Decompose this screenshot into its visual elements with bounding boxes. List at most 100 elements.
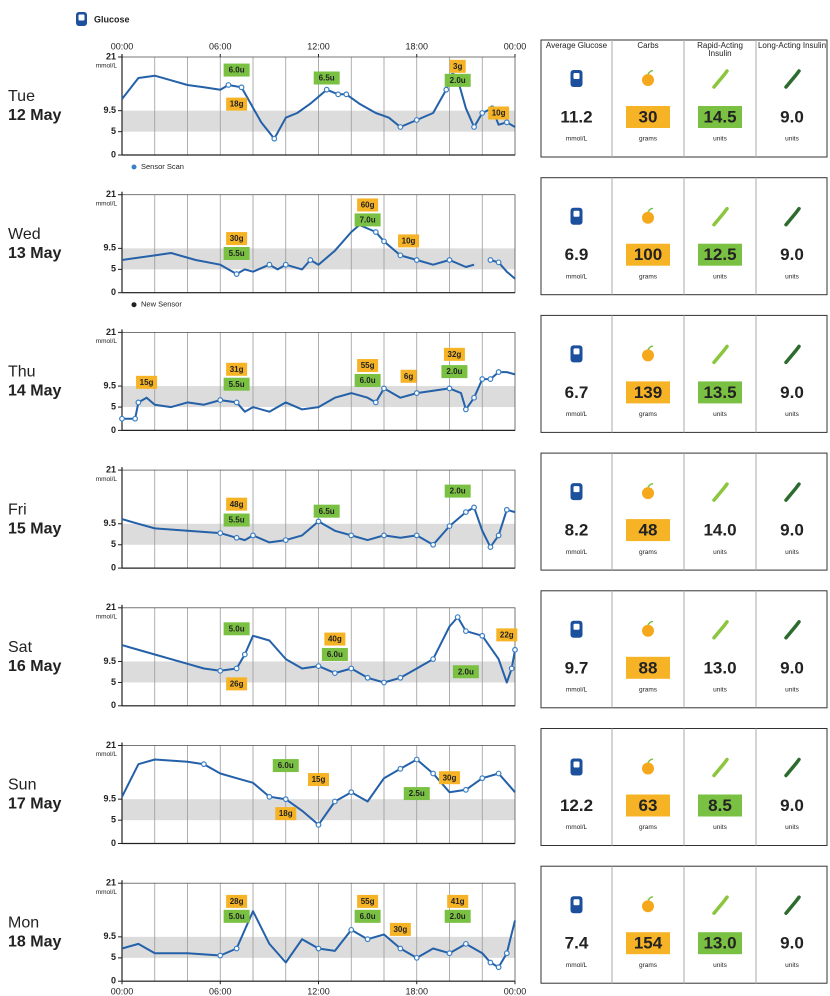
- sensor-scan: [266, 261, 273, 268]
- annotation-label: 32g: [448, 350, 462, 359]
- annotation-label: 6.0u: [327, 650, 343, 659]
- annotation-label: 2.0u: [458, 667, 474, 676]
- sensor-scan: [282, 796, 289, 803]
- annotation-box: [321, 647, 348, 661]
- annotation-box: [272, 759, 299, 773]
- y-tick-label: 5: [111, 539, 116, 549]
- summary-unit: mmol/L: [566, 136, 588, 143]
- sensor-scan: [430, 656, 437, 663]
- y-tick-label: 9.5: [103, 794, 116, 804]
- sensor-scan: [479, 110, 486, 116]
- summary-value: 13.5: [703, 383, 736, 402]
- summary-highlight: [698, 932, 742, 955]
- annotation-box: [226, 232, 248, 246]
- report-title: Glucose: [94, 14, 130, 24]
- summary-header: Long-Acting Insulin: [757, 41, 827, 50]
- annotation-label: 2.0u: [450, 487, 466, 496]
- annotation-box: [444, 484, 471, 498]
- summary-unit: grams: [639, 962, 658, 969]
- y-unit: mmol/L: [96, 200, 118, 207]
- annotation-box: [389, 922, 411, 936]
- sensor-scan: [397, 124, 404, 130]
- sensor-scan: [217, 397, 224, 403]
- summary-value: 9.0: [780, 521, 804, 540]
- summary-unit: units: [713, 687, 727, 694]
- sensor-scan: [397, 945, 404, 952]
- annotation-box: [313, 71, 340, 85]
- sensor-scan: [200, 761, 207, 768]
- annotation-label: 6.0u: [278, 761, 294, 770]
- sensor-scan: [503, 506, 510, 513]
- annotation-label: 5.5u: [229, 516, 245, 525]
- meter-screen: [573, 899, 580, 906]
- summary-unit: units: [785, 824, 799, 831]
- summary-value: 12.2: [560, 796, 593, 815]
- annotation-box: [313, 504, 340, 518]
- annotation-box: [223, 63, 250, 77]
- sensor-scan: [430, 541, 437, 548]
- meter-screen: [573, 210, 580, 217]
- annotation-label: 10g: [402, 237, 416, 246]
- summary-unit: units: [785, 687, 799, 694]
- summary-highlight: [626, 381, 670, 404]
- summary-value: 88: [639, 658, 658, 677]
- weekday: Mon: [8, 914, 39, 931]
- summary-unit: grams: [639, 273, 658, 280]
- sensor-scan: [250, 532, 256, 539]
- annotation-label: 2.5u: [409, 789, 425, 798]
- apple-icon: [642, 900, 654, 913]
- sensor-scan: [487, 959, 494, 966]
- summary-value: 6.7: [565, 383, 589, 402]
- sensor-scan: [348, 532, 355, 539]
- annotation-box: [223, 513, 250, 527]
- annotation-box: [354, 909, 381, 923]
- date: 12 May: [8, 107, 61, 124]
- summary-unit: mmol/L: [566, 549, 588, 556]
- summary-unit: units: [713, 411, 727, 418]
- sensor-scan: [471, 124, 477, 130]
- sensor-scan: [503, 119, 510, 126]
- sensor-scan: [512, 646, 518, 653]
- annotation-box: [449, 59, 466, 73]
- annotation-label: 3g: [453, 62, 462, 71]
- sensor-scan: [217, 530, 224, 536]
- y-tick-label: 21: [106, 878, 116, 888]
- meter-screen: [573, 761, 580, 768]
- summary-value: 9.0: [780, 934, 804, 953]
- sensor-scan: [413, 390, 420, 396]
- pen-icon: [712, 206, 729, 227]
- date: 16 May: [8, 658, 61, 675]
- x-tick-label: 18:00: [405, 41, 428, 51]
- sensor-scan: [462, 406, 469, 413]
- y-unit: mmol/L: [96, 476, 118, 483]
- sensor-scan: [487, 544, 494, 550]
- annotation-label: 2.0u: [450, 76, 466, 85]
- x-tick-label: 12:00: [307, 987, 330, 996]
- summary-value: 139: [634, 383, 662, 402]
- sensor-scan: [462, 628, 469, 635]
- weekday: Wed: [8, 226, 41, 243]
- sensor-scan: [364, 936, 371, 943]
- pen-icon: [784, 69, 801, 89]
- legend-label: Sensor Scan: [141, 162, 184, 171]
- y-tick-label: 5: [111, 952, 116, 962]
- y-tick-label: 9.5: [103, 105, 116, 115]
- sensor-scan: [397, 765, 404, 772]
- sensor-scan: [282, 537, 289, 543]
- annotation-box: [354, 373, 381, 387]
- summary-value: 100: [634, 245, 662, 264]
- y-unit: mmol/L: [96, 338, 118, 345]
- pen-icon: [784, 344, 801, 365]
- summary-unit: units: [713, 962, 727, 969]
- sensor-scan: [508, 665, 515, 672]
- sensor-scan: [413, 532, 420, 539]
- annotation-label: 31g: [230, 365, 244, 374]
- sensor-scan: [233, 945, 240, 952]
- sensor-scan: [446, 257, 453, 263]
- annotation-label: 48g: [230, 500, 244, 509]
- annotation-box: [223, 622, 250, 636]
- summary-unit: units: [785, 136, 799, 143]
- annotation-label: 6.0u: [360, 912, 376, 921]
- annotation-label: 30g: [443, 773, 457, 782]
- sensor-scan: [397, 674, 404, 681]
